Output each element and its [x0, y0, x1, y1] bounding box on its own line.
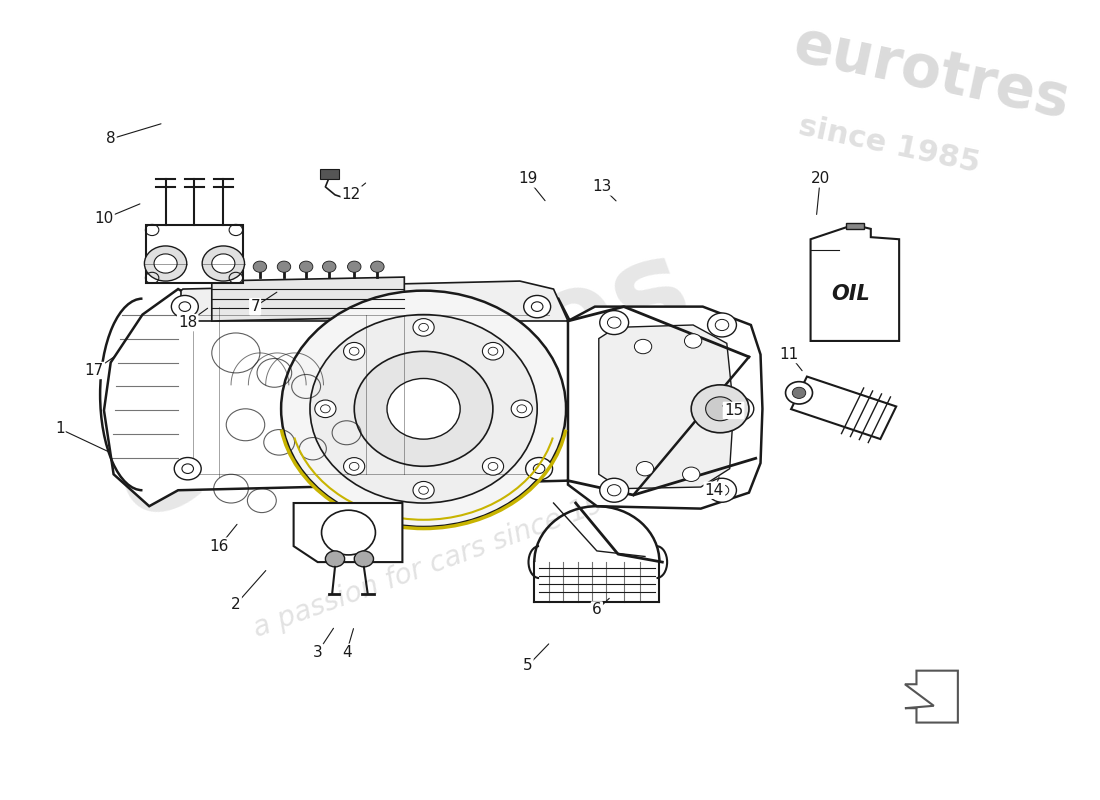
Circle shape [229, 261, 243, 272]
Circle shape [326, 551, 344, 567]
Text: 11: 11 [780, 347, 799, 362]
Circle shape [343, 342, 365, 360]
Text: 13: 13 [592, 179, 612, 194]
Text: 15: 15 [724, 403, 744, 418]
Text: 8: 8 [106, 131, 116, 146]
Circle shape [202, 246, 244, 281]
Polygon shape [104, 289, 573, 506]
Circle shape [526, 458, 552, 480]
Circle shape [483, 342, 504, 360]
Polygon shape [568, 306, 762, 509]
Circle shape [322, 261, 335, 272]
Circle shape [299, 261, 312, 272]
Circle shape [321, 510, 375, 555]
Polygon shape [146, 225, 243, 282]
Circle shape [600, 310, 628, 334]
Circle shape [253, 261, 266, 272]
Polygon shape [598, 325, 734, 489]
Circle shape [691, 385, 749, 433]
Circle shape [705, 397, 735, 421]
Circle shape [600, 478, 628, 502]
Circle shape [412, 318, 434, 336]
Text: 14: 14 [705, 482, 724, 498]
Text: 1: 1 [55, 422, 65, 436]
Text: eurotres: eurotres [789, 17, 1075, 130]
Text: 17: 17 [85, 363, 104, 378]
Text: 6: 6 [592, 602, 602, 618]
Circle shape [174, 458, 201, 480]
Circle shape [635, 339, 651, 354]
Circle shape [682, 467, 700, 482]
Circle shape [310, 314, 537, 503]
Circle shape [172, 295, 198, 318]
Text: 12: 12 [342, 187, 361, 202]
Circle shape [348, 261, 361, 272]
Polygon shape [294, 503, 403, 562]
Text: a passion for cars since 1985: a passion for cars since 1985 [249, 478, 640, 643]
Circle shape [343, 458, 365, 475]
Circle shape [412, 482, 434, 499]
Bar [846, 223, 864, 229]
Text: 5: 5 [522, 658, 532, 674]
Circle shape [354, 351, 493, 466]
Text: 4: 4 [342, 645, 351, 660]
Text: since 1985: since 1985 [796, 112, 983, 178]
Polygon shape [212, 277, 405, 321]
Text: 18: 18 [178, 315, 197, 330]
Circle shape [282, 290, 566, 527]
Circle shape [154, 254, 177, 273]
Text: 20: 20 [811, 171, 829, 186]
Circle shape [277, 261, 290, 272]
Circle shape [371, 261, 384, 272]
Text: 19: 19 [518, 171, 537, 186]
Circle shape [315, 400, 336, 418]
Bar [320, 170, 339, 179]
Text: 10: 10 [95, 211, 113, 226]
Polygon shape [791, 377, 896, 439]
Circle shape [354, 551, 374, 567]
Text: 7: 7 [251, 299, 260, 314]
Text: 16: 16 [210, 538, 229, 554]
Circle shape [707, 478, 736, 502]
Circle shape [483, 458, 504, 475]
Circle shape [144, 246, 187, 281]
Text: 3: 3 [312, 645, 322, 660]
Text: eurotres: eurotres [99, 225, 706, 545]
Circle shape [524, 295, 551, 318]
Circle shape [212, 254, 235, 273]
Circle shape [387, 378, 460, 439]
Circle shape [785, 382, 813, 404]
Polygon shape [182, 281, 568, 321]
Circle shape [707, 313, 736, 337]
Circle shape [684, 334, 702, 348]
Circle shape [512, 400, 532, 418]
Text: OIL: OIL [832, 284, 870, 304]
Polygon shape [811, 226, 899, 341]
Circle shape [725, 397, 754, 421]
Text: 2: 2 [231, 597, 241, 612]
Circle shape [636, 462, 653, 476]
Circle shape [792, 387, 806, 398]
